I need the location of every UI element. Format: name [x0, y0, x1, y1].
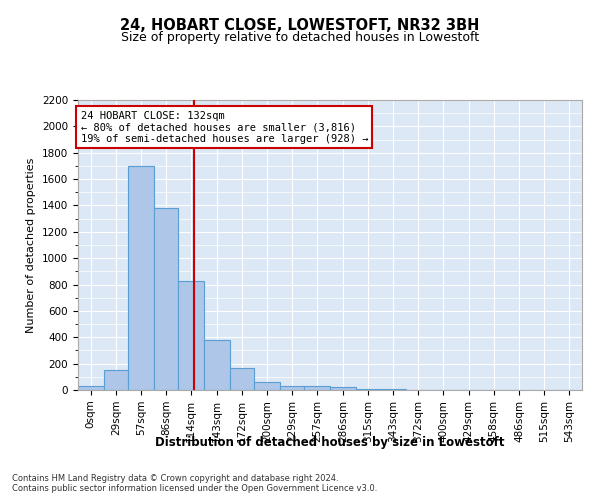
Bar: [104, 370, 128, 390]
Bar: [254, 382, 280, 390]
Bar: [230, 368, 254, 390]
Text: Contains HM Land Registry data © Crown copyright and database right 2024.: Contains HM Land Registry data © Crown c…: [12, 474, 338, 483]
Bar: [128, 166, 154, 390]
Y-axis label: Number of detached properties: Number of detached properties: [26, 158, 37, 332]
Text: 24 HOBART CLOSE: 132sqm
← 80% of detached houses are smaller (3,816)
19% of semi: 24 HOBART CLOSE: 132sqm ← 80% of detache…: [80, 110, 368, 144]
Bar: [280, 386, 304, 390]
Bar: [154, 208, 178, 390]
Text: Distribution of detached houses by size in Lowestoft: Distribution of detached houses by size …: [155, 436, 505, 449]
Bar: [78, 386, 104, 390]
Bar: [304, 386, 330, 390]
Bar: [330, 386, 356, 390]
Text: Contains public sector information licensed under the Open Government Licence v3: Contains public sector information licen…: [12, 484, 377, 493]
Bar: [178, 280, 204, 390]
Bar: [204, 340, 230, 390]
Text: 24, HOBART CLOSE, LOWESTOFT, NR32 3BH: 24, HOBART CLOSE, LOWESTOFT, NR32 3BH: [121, 18, 479, 32]
Text: Size of property relative to detached houses in Lowestoft: Size of property relative to detached ho…: [121, 31, 479, 44]
